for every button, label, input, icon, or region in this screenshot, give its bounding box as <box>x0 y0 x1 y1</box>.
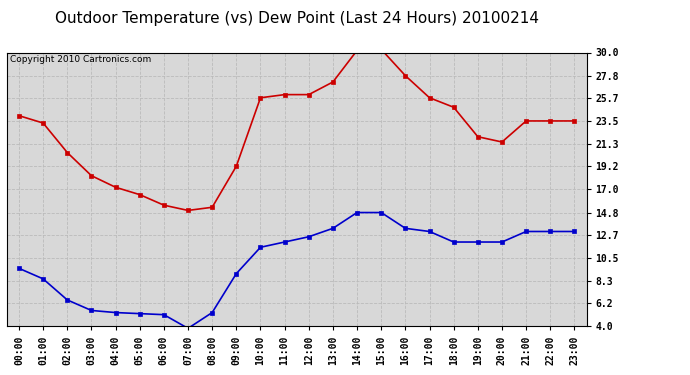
Text: Outdoor Temperature (vs) Dew Point (Last 24 Hours) 20100214: Outdoor Temperature (vs) Dew Point (Last… <box>55 11 539 26</box>
Text: Copyright 2010 Cartronics.com: Copyright 2010 Cartronics.com <box>10 55 151 64</box>
